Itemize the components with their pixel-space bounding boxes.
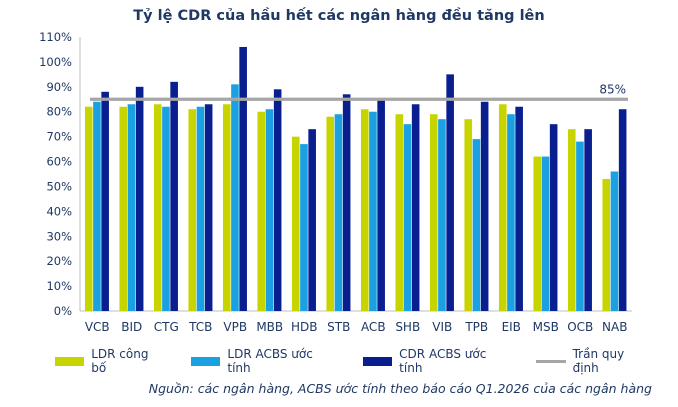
y-tick-label: 60% [46, 155, 72, 169]
bar-ocb-series-1 [576, 141, 584, 311]
legend-item-ldr-acbs: LDR ACBS ước tính [191, 347, 337, 375]
bar-vpb-series-1 [231, 84, 239, 311]
source-note: Nguồn: các ngân hàng, ACBS ước tính theo… [148, 381, 652, 396]
x-tick-label: EIB [502, 320, 521, 334]
bar-hdb-series-2 [308, 129, 316, 311]
y-tick-label: 80% [46, 105, 72, 119]
bar-bid-series-2 [135, 86, 144, 312]
bar-msb-series-2 [549, 124, 558, 311]
bar-nab-series-1 [610, 171, 619, 311]
x-tick-label: SHB [395, 320, 420, 334]
bar-mbb-series-0 [257, 111, 266, 312]
y-tick-label: 40% [46, 204, 72, 218]
bar-tcb-series-0 [188, 109, 197, 312]
x-tick-label: OCB [567, 320, 593, 334]
y-tick-label: 90% [46, 80, 72, 94]
x-tick-label: VPB [223, 320, 247, 334]
bar-vpb-series-2 [239, 46, 247, 312]
bar-vpb-series-0 [222, 104, 231, 311]
bar-acb-series-1 [369, 111, 377, 312]
bar-mbb-series-2 [273, 89, 282, 312]
legend-label: Trần quy định [572, 347, 625, 375]
bar-eib-series-0 [498, 104, 507, 311]
y-tick-label: 10% [46, 279, 72, 293]
bar-vib-series-0 [429, 114, 438, 311]
bar-vcb-series-0 [84, 106, 93, 311]
legend: LDR công bố LDR ACBS ước tính CDR ACBS ư… [55, 347, 678, 375]
legend-item-ldr-cong-bo: LDR công bố [55, 347, 165, 375]
bar-shb-series-0 [395, 114, 404, 311]
bar-vcb-series-2 [101, 91, 109, 311]
x-tick-label: TCB [188, 320, 212, 334]
y-tick-label: 20% [46, 254, 72, 268]
reference-line-label: 85% [599, 82, 626, 96]
bar-shb-series-2 [411, 104, 420, 311]
bar-eib-series-1 [507, 114, 515, 311]
x-tick-label: HDB [291, 320, 318, 334]
bar-tpb-series-0 [464, 119, 473, 311]
bar-tcb-series-1 [196, 106, 205, 311]
y-tick-label: 100% [39, 55, 72, 69]
legend-swatch-ldr-acbs [191, 356, 221, 366]
legend-swatch-tran-quy-dinh [536, 359, 566, 363]
bar-chart: 0% 10% 20% 30% 40% 50% 60% 70% 80% 90% 100% 110% VCB… [39, 30, 632, 334]
legend-swatch-ldr-cong-bo [55, 356, 85, 366]
bar-ctg-series-0 [153, 104, 162, 311]
legend-item-cdr-acbs: CDR ACBS ước tính [362, 347, 510, 375]
bar-nab-series-0 [602, 178, 611, 311]
legend-label: LDR ACBS ước tính [227, 347, 313, 375]
bar-bid-series-1 [127, 104, 136, 311]
bar-bid-series-0 [119, 106, 128, 311]
bar-stb-series-0 [326, 116, 335, 311]
x-tick-label: MBB [256, 320, 283, 334]
bar-mbb-series-1 [265, 109, 274, 312]
bar-ocb-series-2 [584, 129, 592, 311]
bar-tpb-series-2 [480, 101, 489, 311]
x-tick-label: ACB [361, 320, 386, 334]
bar-ctg-series-1 [162, 106, 170, 311]
bar-ctg-series-2 [170, 81, 178, 311]
bar-vib-series-2 [446, 74, 454, 311]
y-tick-label: 70% [46, 130, 72, 144]
x-tick-label: BID [121, 320, 142, 334]
bar-tcb-series-2 [204, 104, 213, 311]
bar-shb-series-1 [403, 124, 412, 311]
y-tick-label: 110% [39, 30, 72, 44]
bar-acb-series-0 [360, 109, 369, 312]
legend-label: LDR công bố [91, 347, 149, 375]
x-tick-label: NAB [602, 320, 627, 334]
bar-hdb-series-1 [300, 144, 308, 311]
bar-ocb-series-0 [567, 129, 576, 311]
x-tick-label: MSB [533, 320, 559, 334]
bar-vcb-series-1 [93, 101, 101, 311]
x-tick-label: VCB [85, 320, 110, 334]
legend-label: CDR ACBS ước tính [399, 347, 487, 375]
legend-swatch-cdr-acbs [362, 356, 393, 366]
x-tick-label: CTG [154, 320, 179, 334]
bar-eib-series-2 [515, 106, 523, 311]
bar-stb-series-2 [342, 94, 351, 311]
y-tick-label: 0% [54, 304, 72, 318]
chart-title: Tỷ lệ CDR của hầu hết các ngân hàng đều … [133, 8, 545, 24]
bar-nab-series-2 [618, 109, 627, 312]
bar-stb-series-1 [334, 114, 343, 311]
bar-msb-series-1 [541, 156, 550, 311]
y-tick-label: 30% [46, 229, 72, 243]
bar-tpb-series-1 [472, 139, 481, 311]
bar-hdb-series-0 [291, 136, 300, 311]
legend-item-tran-quy-dinh: Trần quy định [536, 347, 652, 375]
bar-acb-series-2 [377, 99, 385, 311]
x-tick-label: VIB [432, 320, 452, 334]
x-tick-label: STB [327, 320, 350, 334]
y-tick-label: 50% [46, 179, 72, 193]
bar-msb-series-0 [533, 156, 542, 311]
bar-vib-series-1 [438, 119, 446, 311]
x-tick-label: TPB [464, 320, 488, 334]
